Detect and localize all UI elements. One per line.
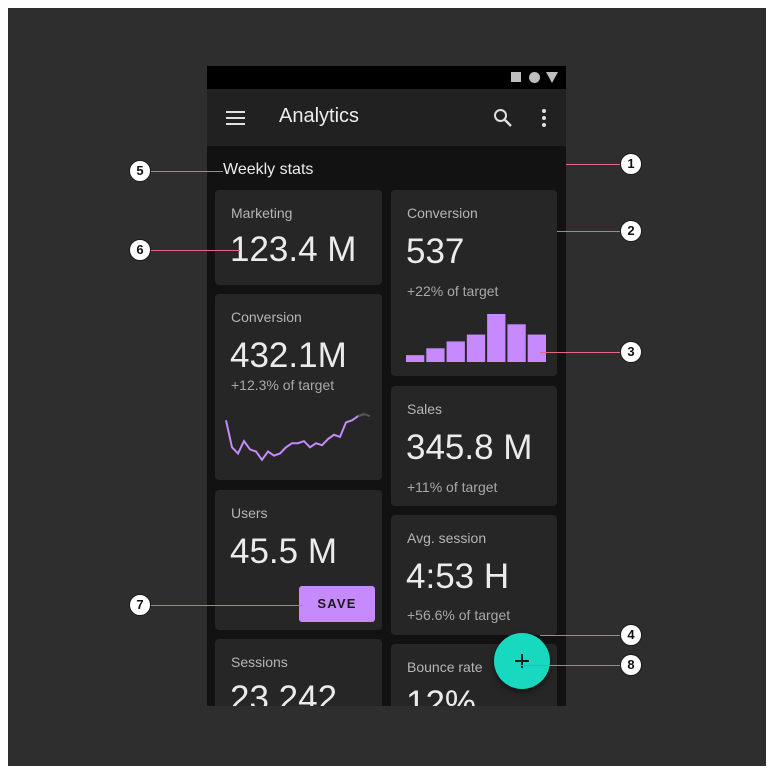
sparkline-chart — [225, 413, 371, 462]
bar — [487, 314, 506, 362]
card-subtext: +56.6% of target — [407, 607, 511, 623]
add-icon — [521, 654, 523, 668]
series-line-tail — [357, 413, 371, 418]
bar — [406, 355, 425, 362]
callout-badge-8: 8 — [620, 654, 642, 676]
card-subtext: +11% of target — [407, 479, 498, 495]
callout-line-3 — [540, 352, 620, 353]
card-value: 537 — [406, 232, 465, 271]
callout-badge-6: 6 — [129, 239, 151, 261]
recents-icon — [511, 72, 521, 82]
callout-badge-3: 3 — [620, 341, 642, 363]
callout-line-5 — [151, 171, 223, 172]
card-subtext: +22% of target — [407, 283, 499, 299]
callout-badge-2: 2 — [620, 220, 642, 242]
top-app-bar: Analytics — [207, 89, 566, 146]
card-label: Sessions — [231, 654, 288, 670]
bar — [426, 348, 445, 362]
callout-badge-7: 7 — [129, 594, 151, 616]
stat-card-marketing[interactable]: Marketing 123.4 M — [215, 190, 382, 285]
card-value: 45.5 M — [230, 532, 337, 571]
section-title: Weekly stats — [223, 161, 314, 178]
callout-badge-5: 5 — [129, 160, 151, 182]
card-value: 345.8 M — [406, 428, 533, 467]
save-button[interactable]: SAVE — [299, 586, 375, 622]
add-fab-button[interactable] — [494, 633, 550, 689]
card-label: Bounce rate — [407, 659, 483, 675]
phone-screen: Analytics Weekly stats Marketing 123.4 M… — [207, 66, 566, 706]
card-label: Conversion — [231, 309, 302, 325]
callout-line-1 — [566, 164, 620, 165]
card-label: Marketing — [231, 205, 293, 221]
card-value: 123.4 M — [230, 230, 357, 269]
bar — [527, 334, 546, 362]
card-label: Users — [231, 505, 268, 521]
back-icon — [546, 72, 558, 83]
bar-chart — [406, 314, 546, 362]
card-label: Conversion — [407, 205, 478, 221]
card-label: Avg. session — [407, 530, 487, 546]
callout-line-4 — [540, 635, 620, 636]
card-label: Sales — [407, 401, 443, 417]
card-value: 432.1M — [230, 336, 347, 375]
card-value: 4:53 H — [406, 557, 510, 596]
bar — [446, 341, 465, 362]
stat-card-conversion-line[interactable]: Conversion 432.1M +12.3% of target — [215, 294, 382, 480]
stat-card-users[interactable]: Users 45.5 M SAVE — [215, 490, 382, 630]
callout-line-8 — [520, 665, 620, 666]
callout-badge-4: 4 — [620, 624, 642, 646]
menu-icon[interactable] — [226, 111, 245, 125]
bar — [466, 334, 486, 362]
status-bar — [207, 66, 566, 89]
home-icon — [529, 72, 540, 83]
app-title: Analytics — [279, 105, 360, 127]
search-icon[interactable] — [493, 108, 513, 128]
callout-line-6 — [151, 250, 240, 251]
callout-line-2 — [557, 231, 620, 232]
card-value: 23,242 — [230, 679, 338, 706]
stat-card-sessions[interactable]: Sessions 23,242 — [215, 639, 382, 706]
bar — [507, 324, 526, 362]
card-subtext: +12.3% of target — [231, 377, 335, 393]
more-vert-icon[interactable] — [542, 109, 546, 127]
callout-line-7 — [151, 605, 303, 606]
stat-card-avg-session[interactable]: Avg. session 4:53 H +56.6% of target — [391, 515, 557, 635]
callout-badge-1: 1 — [620, 153, 642, 175]
stat-card-conversion-bars[interactable]: Conversion 537 +22% of target — [391, 190, 557, 376]
stat-card-sales[interactable]: Sales 345.8 M +11% of target — [391, 386, 557, 506]
card-value: 12% — [406, 684, 477, 706]
series-line — [225, 413, 365, 462]
